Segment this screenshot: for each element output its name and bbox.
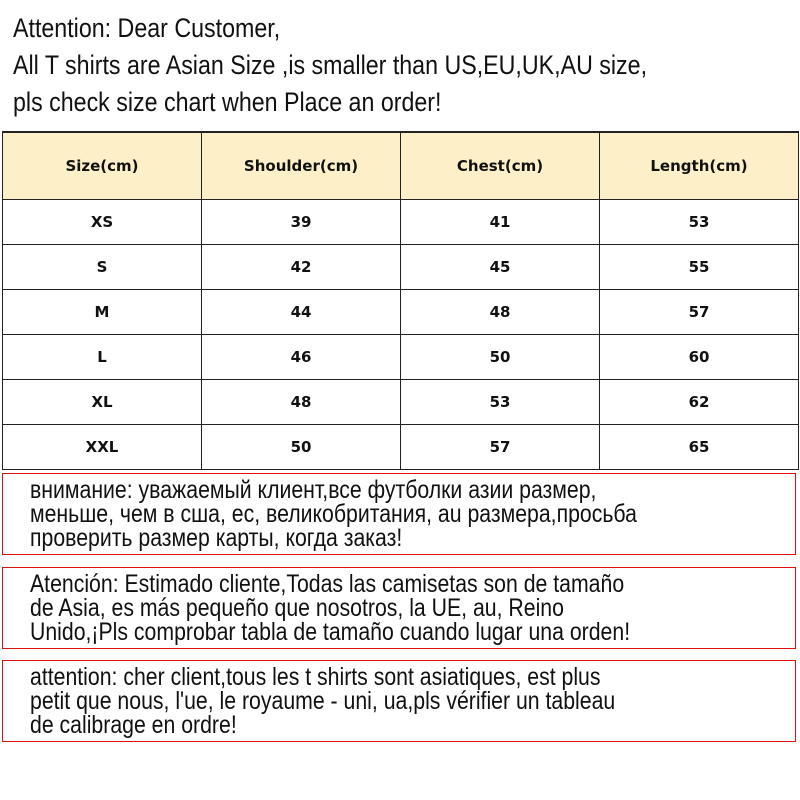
cell-length: 57 xyxy=(599,289,799,335)
table-row: S 42 45 55 xyxy=(2,244,799,290)
cell-length: 53 xyxy=(599,199,799,245)
cell-shoulder: 42 xyxy=(201,244,401,290)
notice-line: de Asia, es más pequeño que nosotros, la… xyxy=(30,594,564,622)
header-size: Size(cm) xyxy=(2,131,202,200)
cell-chest: 57 xyxy=(400,424,600,470)
notice-russian: внимание: уважаемый клиент,все футболки … xyxy=(2,473,796,555)
notice-line: attention: cher client,tous les t shirts… xyxy=(30,663,601,691)
cell-shoulder: 50 xyxy=(201,424,401,470)
header-chest: Chest(cm) xyxy=(400,131,600,200)
cell-size: L xyxy=(2,334,202,380)
notice-line: внимание: уважаемый клиент,все футболки … xyxy=(30,476,597,504)
cell-length: 62 xyxy=(599,379,799,425)
notice-spanish: Atención: Estimado cliente,Todas las cam… xyxy=(2,567,796,649)
cell-size: S xyxy=(2,244,202,290)
table-row: M 44 48 57 xyxy=(2,289,799,335)
table-row: XS 39 41 53 xyxy=(2,199,799,245)
attention-message: Attention: Dear Customer, All T shirts a… xyxy=(13,10,800,121)
cell-shoulder: 44 xyxy=(201,289,401,335)
cell-length: 60 xyxy=(599,334,799,380)
header-length: Length(cm) xyxy=(599,131,799,200)
cell-length: 65 xyxy=(599,424,799,470)
size-chart-table: Size(cm) Shoulder(cm) Chest(cm) Length(c… xyxy=(2,131,799,470)
notice-line: меньше, чем в сша, ес, великобритания, a… xyxy=(30,500,637,528)
header-shoulder: Shoulder(cm) xyxy=(201,131,401,200)
intro-line: pls check size chart when Place an order… xyxy=(13,87,442,117)
cell-shoulder: 48 xyxy=(201,379,401,425)
notice-line: petit que nous, l'ue, le royaume - uni, … xyxy=(30,687,616,715)
cell-length: 55 xyxy=(599,244,799,290)
cell-chest: 48 xyxy=(400,289,600,335)
cell-size: XS xyxy=(2,199,202,245)
notice-line: проверить размер карты, когда заказ! xyxy=(30,524,403,552)
notice-line: de calibrage en ordre! xyxy=(30,711,237,739)
intro-line: All T shirts are Asian Size ,is smaller … xyxy=(13,50,648,80)
cell-chest: 45 xyxy=(400,244,600,290)
cell-shoulder: 39 xyxy=(201,199,401,245)
cell-chest: 50 xyxy=(400,334,600,380)
notice-french: attention: cher client,tous les t shirts… xyxy=(2,660,796,742)
cell-size: M xyxy=(2,289,202,335)
cell-shoulder: 46 xyxy=(201,334,401,380)
cell-size: XL xyxy=(2,379,202,425)
table-header-row: Size(cm) Shoulder(cm) Chest(cm) Length(c… xyxy=(2,131,799,200)
notice-line: Unido,¡Pls comprobar tabla de tamaño cua… xyxy=(30,618,631,646)
cell-chest: 53 xyxy=(400,379,600,425)
intro-line: Attention: Dear Customer, xyxy=(13,13,281,43)
notice-line: Atención: Estimado cliente,Todas las cam… xyxy=(30,570,625,598)
table-row: XXL 50 57 65 xyxy=(2,424,799,470)
cell-chest: 41 xyxy=(400,199,600,245)
table-row: L 46 50 60 xyxy=(2,334,799,380)
cell-size: XXL xyxy=(2,424,202,470)
table-row: XL 48 53 62 xyxy=(2,379,799,425)
